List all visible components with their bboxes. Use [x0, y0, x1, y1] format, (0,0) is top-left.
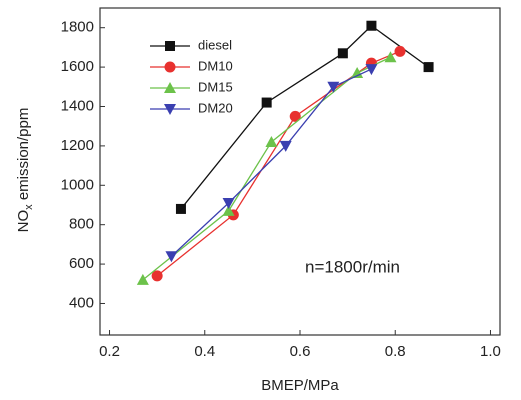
legend-label: DM20 [198, 100, 233, 115]
legend-label: DM15 [198, 79, 233, 94]
series-line [142, 56, 391, 281]
x-tick-label: 0.2 [99, 343, 120, 360]
marker [384, 51, 397, 63]
x-axis-label: BMEP/MPa [261, 377, 339, 394]
marker [175, 203, 186, 214]
marker [366, 20, 377, 31]
marker [327, 81, 340, 93]
legend-marker [164, 82, 176, 93]
series-line [170, 68, 372, 257]
y-tick-label: 1000 [61, 176, 94, 193]
y-tick-label: 1400 [61, 97, 94, 114]
y-tick-label: 1800 [61, 19, 94, 36]
annotation: n=1800r/min [305, 257, 400, 276]
legend-label: DM10 [198, 58, 233, 73]
legend-marker [164, 61, 176, 73]
y-tick-label: 400 [69, 294, 94, 311]
legend-marker [164, 104, 176, 115]
y-axis-label: NOx emission/ppm [15, 108, 35, 233]
legend-marker [165, 41, 175, 51]
marker [222, 204, 235, 216]
y-tick-label: 1200 [61, 137, 94, 154]
y-label-sub: x [23, 204, 35, 210]
plot-frame [99, 7, 501, 336]
marker [365, 64, 378, 76]
x-tick-label: 0.8 [385, 343, 406, 360]
marker [165, 251, 178, 263]
marker [261, 97, 272, 108]
y-label-rest: emission/ppm [15, 108, 32, 205]
marker [351, 67, 364, 79]
y-tick-label: 600 [69, 255, 94, 272]
x-tick-label: 1.0 [480, 343, 501, 360]
marker [289, 110, 301, 122]
y-tick-label: 800 [69, 216, 94, 233]
marker [279, 140, 292, 152]
legend-label: diesel [198, 37, 232, 52]
y-tick-label: 1600 [61, 58, 94, 75]
series-line [156, 50, 401, 277]
marker [394, 45, 406, 57]
x-tick-label: 0.4 [194, 343, 215, 360]
marker [222, 198, 235, 210]
x-tick-label: 0.6 [290, 343, 311, 360]
marker [265, 135, 278, 147]
marker [337, 48, 348, 59]
marker [151, 270, 163, 282]
marker [136, 273, 149, 285]
y-label-main: NO [15, 210, 32, 233]
marker [423, 62, 434, 73]
